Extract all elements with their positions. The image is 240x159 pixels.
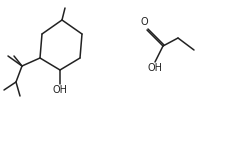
Text: OH: OH [148,63,162,73]
Text: OH: OH [53,85,67,95]
Text: O: O [140,17,148,27]
